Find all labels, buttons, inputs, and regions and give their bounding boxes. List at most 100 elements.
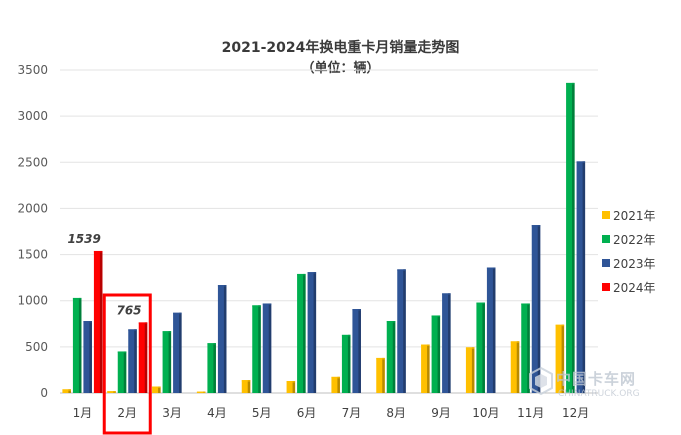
bar-top [138,322,148,324]
bar-shade [158,386,161,393]
bar [262,303,272,393]
bar [555,324,565,393]
bar [72,297,82,393]
bar-top [107,391,116,393]
bar-shade [537,225,541,393]
bar [486,267,496,393]
bar-top [72,297,82,300]
bar [376,357,385,393]
bar-shade [403,269,406,393]
bar-top [566,82,575,85]
bar-shade [168,331,172,393]
bar [431,315,441,393]
x-tick-label: 1月 [73,406,93,420]
bar-top [241,380,251,382]
bar-top [486,267,496,269]
y-axis: 0 500 1000 1500 2000 2500 3000 3500 [17,63,48,400]
data-label: 765 [116,303,141,317]
bar-shade [247,380,251,393]
bar-top [465,347,475,349]
bar-top [421,344,430,347]
legend-swatch [602,211,610,219]
bar [83,321,92,393]
bar-shade [223,285,227,393]
bar-shade [99,250,103,393]
bar-shade [213,343,216,393]
bar-shade [268,303,272,393]
bar [352,309,361,393]
bar [128,329,137,393]
bar-top [196,391,206,394]
bar-shade [392,321,396,393]
y-tick-label: 500 [25,340,48,354]
bar [521,303,530,393]
bar-top [510,341,520,343]
bar-shade [258,305,261,393]
legend: 2021年 2022年 2023年 2024年 [602,209,656,295]
bar-shade [382,357,385,393]
watermark-name: 中国卡车网 [556,370,637,388]
bar-shade [313,272,317,393]
bar-shade [144,322,148,393]
highlight-rect [102,293,152,435]
x-tick-label: 5月 [252,406,272,420]
bar [331,376,340,393]
bar-shade [337,376,340,393]
bar-top [286,381,296,383]
y-tick-label: 3000 [17,109,48,123]
bar-top [397,269,406,271]
bar-top [252,305,261,307]
bar [421,344,430,393]
bar-shade [347,334,351,393]
bar-shade [482,302,485,393]
bar-top [117,351,127,353]
legend-label: 2021年 [613,209,656,223]
bar-top [93,250,103,253]
x-tick-label: 7月 [342,406,362,420]
bar [93,250,103,393]
x-tick-label: 2月 [117,406,137,420]
bar-shade [358,309,361,393]
bar-top [386,321,396,323]
chart-subtitle: （单位：辆） [301,61,380,76]
bar-shade [134,329,137,393]
bar-top [307,272,317,274]
bar-shade [572,82,575,394]
bar-shade [123,351,127,393]
bar [465,347,475,393]
x-tick-label: 6月 [297,406,317,420]
x-axis: 1月 2月 3月 4月 5月 6月 7月 8月 9月 10月 11月 12月 [73,406,590,420]
bar-shade [448,293,451,393]
bar-top [352,309,361,311]
bar [241,380,251,393]
bar-top [128,329,137,331]
legend-label: 2024年 [613,281,656,295]
bar-top [173,312,182,315]
x-tick-label: 12月 [562,406,589,420]
bar [217,285,227,393]
bar-shade [179,312,182,393]
bar-shade [427,344,430,393]
bar [138,322,148,393]
y-tick-label: 2000 [17,201,48,215]
bar-top [476,302,485,305]
x-tick-label: 3月 [162,406,182,420]
bar [173,312,182,393]
bar [476,302,485,393]
y-tick-label: 3500 [17,63,48,77]
legend-label: 2023年 [613,257,656,271]
bar-shade [527,303,530,393]
bar-shade [68,389,71,393]
watermark-url: CHINATRUCK.ORG [558,389,640,399]
highlight-box [102,293,152,435]
bar-top [62,389,71,391]
bar [386,321,396,393]
bar-shade [292,381,296,393]
bar [531,225,541,393]
bar [162,331,172,393]
bar-shade [437,315,441,393]
bar-top [262,303,272,305]
bar [566,82,575,394]
bar-shade [303,273,306,393]
